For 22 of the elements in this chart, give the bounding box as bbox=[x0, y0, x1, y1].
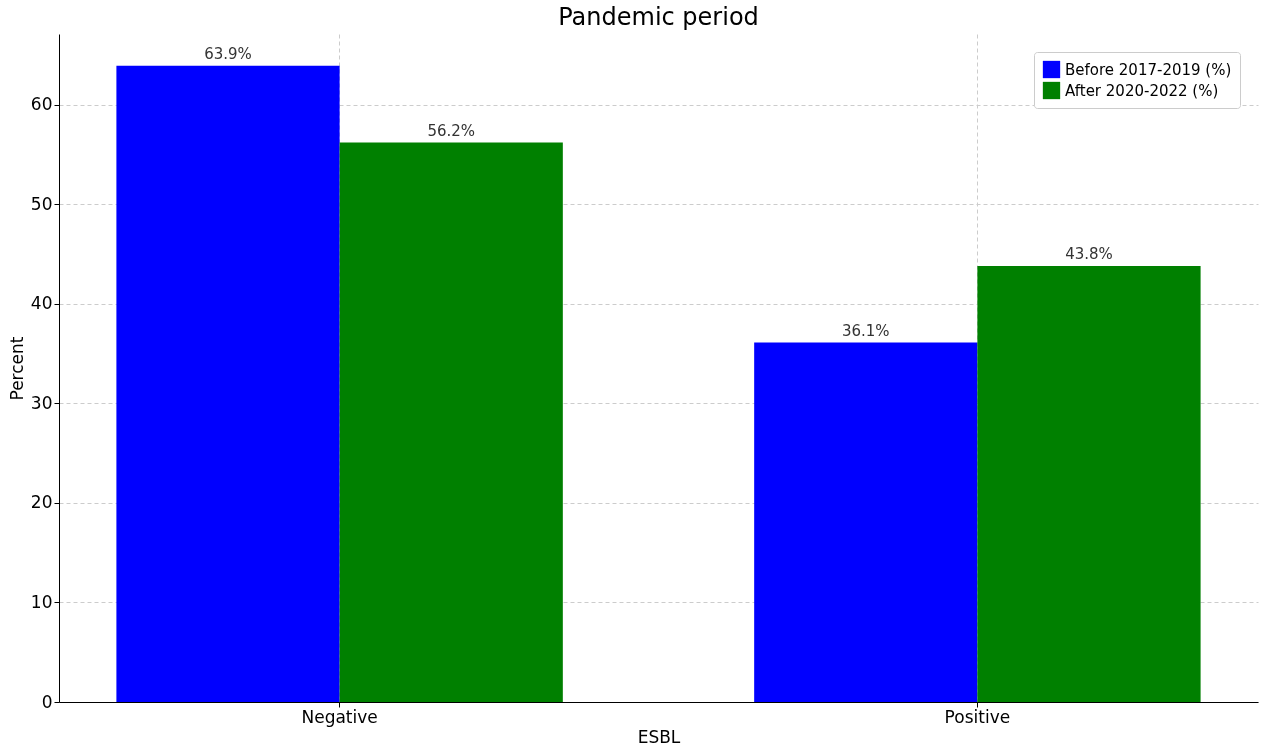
x-axis-title: ESBL bbox=[637, 726, 681, 747]
x-tick-label: Positive bbox=[944, 706, 1011, 727]
y-tick-label: 20 bbox=[30, 492, 53, 513]
data-label: 56.2% bbox=[427, 121, 476, 140]
data-label: 36.1% bbox=[841, 321, 890, 340]
legend-label: Before 2017-2019 (%) bbox=[1065, 60, 1232, 79]
y-tick-label: 40 bbox=[30, 293, 53, 314]
y-tick-label: 60 bbox=[30, 94, 53, 115]
legend-label: After 2020-2022 (%) bbox=[1065, 81, 1219, 100]
bar bbox=[977, 265, 1201, 702]
bar bbox=[754, 342, 978, 702]
y-axis-title: Percent bbox=[6, 336, 27, 401]
y-tick-label: 30 bbox=[30, 392, 53, 413]
y-tick-label: 0 bbox=[41, 691, 53, 712]
data-label: 43.8% bbox=[1065, 244, 1113, 263]
bar bbox=[339, 142, 563, 702]
data-label: 63.9% bbox=[204, 44, 252, 63]
x-tick-label: Negative bbox=[301, 706, 378, 727]
chart-title: Pandemic period bbox=[558, 3, 759, 31]
bar bbox=[116, 65, 340, 702]
y-tick-label: 50 bbox=[30, 193, 53, 214]
y-tick-label: 10 bbox=[30, 591, 53, 612]
